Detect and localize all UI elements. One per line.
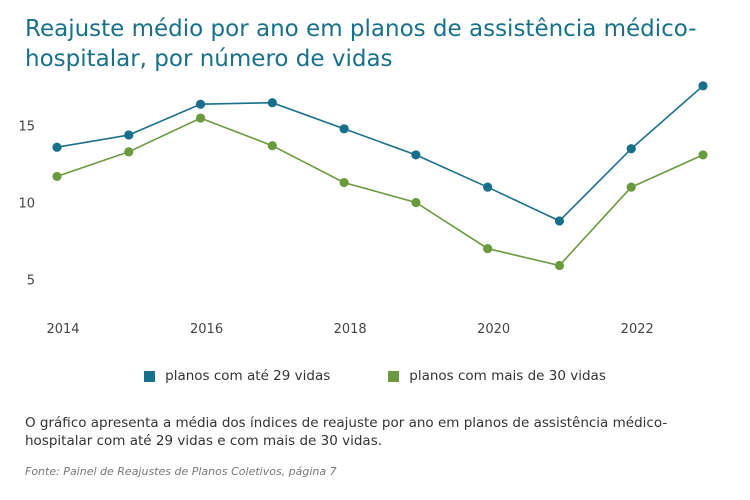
legend-swatch-series-2 bbox=[388, 370, 400, 382]
legend-item-series-2: planos com mais de 30 vidas bbox=[388, 368, 606, 384]
legend-label-series-1: planos com até 29 vidas bbox=[165, 368, 331, 384]
legend-label-series-2: planos com mais de 30 vidas bbox=[409, 368, 606, 384]
legend-swatch-series-1 bbox=[144, 370, 156, 382]
y-axis-ticks: 5 10 15 bbox=[18, 120, 35, 289]
series-layer bbox=[52, 81, 708, 271]
data-point-series-1 bbox=[195, 99, 206, 109]
data-point-series-2 bbox=[483, 243, 493, 254]
x-tick-label: 2022 bbox=[621, 322, 654, 337]
chart-description: O gráfico apresenta a média dos índices … bbox=[25, 415, 668, 449]
data-point-series-2 bbox=[195, 113, 206, 123]
data-point-series-1 bbox=[267, 98, 277, 108]
data-point-series-2 bbox=[339, 177, 349, 188]
y-tick-label: 10 bbox=[18, 197, 35, 212]
line-chart: 5 10 15 2014 2016 2018 2020 2022 bbox=[18, 81, 708, 337]
chart-title: Reajuste médio por ano em planos de assi… bbox=[25, 16, 697, 72]
data-point-series-1 bbox=[411, 150, 421, 160]
data-point-series-2 bbox=[698, 150, 708, 160]
data-point-series-1 bbox=[554, 216, 565, 226]
source-note: Fonte: Painel de Reajustes de Planos Col… bbox=[25, 465, 337, 478]
data-point-series-2 bbox=[52, 171, 62, 182]
data-point-series-2 bbox=[554, 260, 565, 271]
data-point-series-1 bbox=[339, 124, 349, 134]
legend: planos com até 29 vidas planos com mais … bbox=[0, 368, 750, 384]
x-tick-label: 2014 bbox=[46, 322, 79, 337]
x-tick-label: 2020 bbox=[477, 322, 510, 337]
x-axis-ticks: 2014 2016 2018 2020 2022 bbox=[46, 322, 653, 337]
data-point-series-2 bbox=[411, 197, 421, 208]
data-point-series-1 bbox=[626, 144, 636, 154]
data-point-series-2 bbox=[267, 141, 277, 151]
data-point-series-1 bbox=[698, 81, 708, 91]
data-point-series-1 bbox=[483, 182, 493, 192]
legend-item-series-1: planos com até 29 vidas bbox=[144, 368, 330, 384]
series-line-1 bbox=[56, 85, 704, 222]
x-tick-label: 2018 bbox=[334, 322, 367, 337]
series-line-2 bbox=[56, 117, 704, 267]
y-tick-label: 5 bbox=[27, 273, 35, 288]
data-point-series-2 bbox=[626, 182, 636, 192]
data-point-series-2 bbox=[124, 147, 134, 157]
data-point-series-1 bbox=[52, 142, 62, 152]
y-tick-label: 15 bbox=[18, 120, 35, 135]
x-tick-label: 2016 bbox=[190, 322, 223, 337]
data-point-series-1 bbox=[124, 130, 134, 140]
